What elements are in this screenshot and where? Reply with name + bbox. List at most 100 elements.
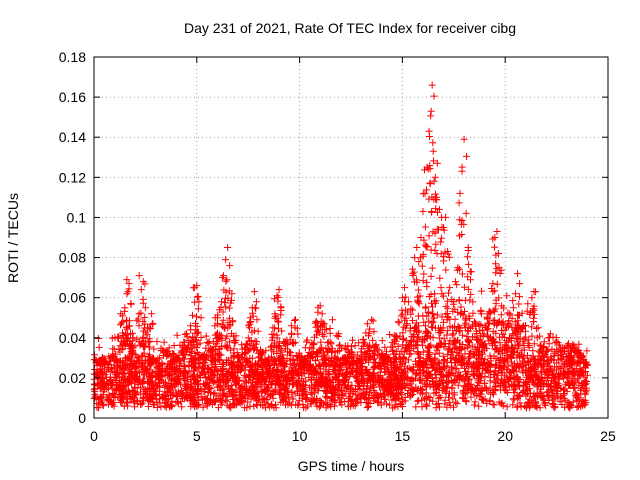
data-point [423, 328, 431, 336]
data-point [444, 297, 452, 305]
data-point [510, 396, 518, 404]
data-point [560, 385, 568, 393]
data-point [127, 300, 135, 308]
data-point [189, 311, 196, 319]
data-point [292, 316, 299, 324]
data-point [252, 298, 260, 306]
data-point [329, 396, 337, 404]
y-tick-label: 0 [78, 410, 86, 426]
y-tick-label: 0.02 [59, 370, 86, 386]
data-point [348, 389, 356, 397]
data-point [263, 385, 271, 393]
data-point [444, 350, 452, 358]
data-point [314, 308, 322, 316]
data-point [187, 380, 195, 388]
data-point [445, 253, 453, 261]
data-point [97, 399, 105, 407]
data-point [430, 314, 438, 322]
data-point [427, 112, 435, 120]
data-point [457, 303, 465, 311]
data-point [162, 378, 170, 386]
data-point [272, 404, 280, 412]
data-point [418, 403, 426, 411]
data-point [303, 394, 311, 402]
x-axis-label: GPS time / hours [298, 458, 405, 474]
data-point [273, 350, 281, 357]
data-point [526, 404, 534, 412]
data-point [426, 133, 433, 140]
data-point [515, 363, 523, 371]
data-point [169, 392, 177, 399]
data-point [222, 343, 230, 351]
y-tick-label: 0.08 [59, 250, 86, 266]
data-point [423, 186, 430, 194]
data-point [275, 286, 283, 294]
data-point [435, 205, 443, 213]
y-tick-label: 0.04 [59, 330, 86, 346]
data-point [156, 354, 164, 362]
data-point [514, 270, 521, 278]
data-point [493, 228, 501, 235]
data-point [383, 400, 391, 408]
data-point [431, 246, 439, 254]
data-point [416, 377, 424, 385]
data-point [351, 342, 359, 350]
data-point [486, 397, 494, 405]
data-point [120, 402, 128, 410]
data-point [295, 372, 303, 380]
data-point [215, 379, 222, 387]
data-point [487, 333, 494, 341]
data-point [368, 316, 376, 324]
data-point [168, 386, 176, 394]
data-point [459, 341, 467, 348]
data-point [528, 332, 536, 340]
data-point [481, 322, 489, 330]
data-point [327, 338, 335, 346]
x-tick-label: 25 [600, 428, 616, 444]
data-point [427, 107, 435, 115]
data-point [467, 393, 475, 401]
y-tick-label: 0.12 [59, 169, 86, 185]
data-point [493, 280, 501, 288]
data-point [148, 310, 156, 318]
data-point [425, 309, 432, 317]
data-point [575, 340, 583, 348]
data-point [433, 311, 441, 319]
data-point [437, 234, 445, 242]
data-point [370, 363, 378, 371]
data-point [419, 190, 427, 198]
data-point [429, 303, 436, 311]
data-point [286, 399, 294, 407]
data-point [534, 324, 542, 332]
data-point [426, 396, 434, 404]
data-point [490, 390, 497, 398]
data-point [336, 360, 344, 368]
data-point [460, 387, 467, 394]
data-point [161, 383, 169, 391]
data-point [433, 400, 441, 408]
data-point [524, 351, 531, 359]
data-point [421, 223, 429, 231]
data-point [458, 163, 466, 171]
data-point [556, 398, 564, 406]
data-point [429, 357, 437, 365]
data-point [422, 322, 429, 330]
data-point [309, 341, 317, 349]
data-point [467, 348, 475, 356]
data-points [90, 81, 592, 412]
data-point [277, 386, 285, 394]
data-point [456, 189, 464, 197]
data-point [564, 374, 572, 382]
data-point [220, 359, 228, 367]
data-point [423, 242, 431, 250]
data-point [515, 300, 523, 308]
data-point [222, 256, 230, 264]
data-point [415, 397, 423, 404]
data-point [518, 389, 526, 396]
data-point [303, 338, 310, 346]
data-point [412, 357, 419, 365]
data-point [420, 318, 428, 326]
data-point [509, 304, 517, 312]
data-point [402, 293, 410, 301]
data-point [149, 386, 157, 393]
